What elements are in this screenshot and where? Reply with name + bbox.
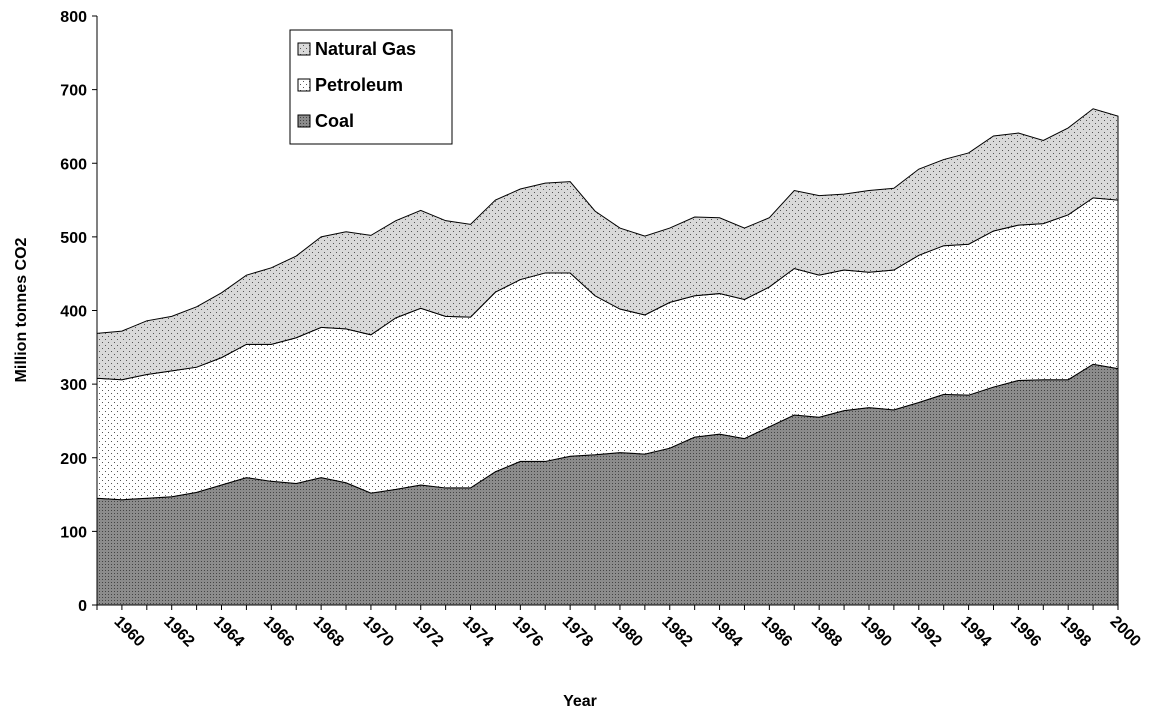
- x-tick-label: 1992: [907, 613, 944, 650]
- x-tick-label: 1970: [360, 613, 397, 650]
- x-tick-label: 1978: [559, 613, 596, 650]
- area: [96, 108, 1119, 381]
- x-tick-label: 1966: [260, 613, 297, 650]
- legend-swatch: [297, 78, 311, 92]
- x-tick-label: 1968: [310, 613, 347, 650]
- x-tick-label: 1986: [758, 613, 795, 650]
- x-tick-label: 1964: [210, 613, 247, 650]
- y-tick-label: 0: [78, 598, 87, 615]
- y-tick-label: 300: [60, 377, 87, 394]
- x-tick-label: 1998: [1057, 613, 1094, 650]
- x-tick-label: 1974: [459, 613, 496, 650]
- legend-box: [289, 29, 453, 145]
- x-tick-label: 1990: [858, 613, 895, 650]
- y-tick-label: 800: [60, 9, 87, 26]
- y-tick-label: 100: [60, 524, 87, 541]
- legend-swatch: [297, 42, 311, 56]
- x-tick-label: 1982: [658, 613, 695, 650]
- y-axis-title: Million tonnes CO2: [13, 237, 30, 382]
- legend-swatch: [297, 114, 311, 128]
- y-tick-label: 200: [60, 451, 87, 468]
- x-tick-label: 1980: [609, 613, 646, 650]
- x-tick-label: 1960: [110, 613, 147, 650]
- x-tick-label: 2000: [1107, 613, 1144, 650]
- x-tick-label: 1994: [957, 613, 994, 650]
- y-tick-label: 400: [60, 304, 87, 321]
- legend-label: Coal: [315, 111, 354, 131]
- x-tick-label: 1962: [160, 613, 197, 650]
- x-tick-label: 1988: [808, 613, 845, 650]
- x-tick-label: 1996: [1007, 613, 1044, 650]
- x-axis-title: Year: [563, 693, 597, 710]
- y-tick-label: 700: [60, 83, 87, 100]
- y-tick-label: 600: [60, 156, 87, 173]
- legend-label: Natural Gas: [315, 39, 416, 59]
- y-tick-label: 500: [60, 230, 87, 247]
- x-tick-label: 1984: [708, 613, 745, 650]
- x-tick-label: 1976: [509, 613, 546, 650]
- x-tick-label: 1972: [409, 613, 446, 650]
- legend-label: Petroleum: [315, 75, 403, 95]
